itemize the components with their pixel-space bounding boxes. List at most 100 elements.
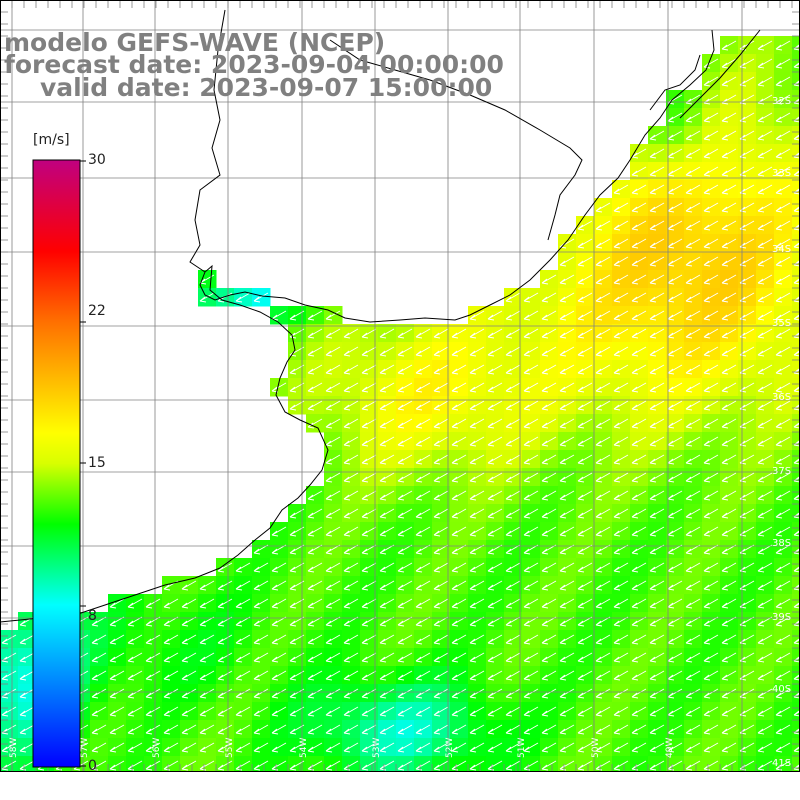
wind-arrow xyxy=(217,778,233,789)
wind-cell xyxy=(792,72,800,91)
wind-arrow xyxy=(595,508,611,519)
wind-arrow xyxy=(361,436,377,447)
wind-arrow xyxy=(595,436,611,447)
wind-arrow xyxy=(523,418,539,429)
wind-arrow xyxy=(379,436,395,447)
wind-arrow xyxy=(397,382,413,393)
wind-arrow xyxy=(433,418,449,429)
wind-arrow xyxy=(253,634,269,645)
wind-arrow xyxy=(451,508,467,519)
wind-arrow xyxy=(415,688,431,699)
wind-arrow xyxy=(379,418,395,429)
wind-arrow xyxy=(685,184,701,195)
wind-arrow xyxy=(757,454,773,465)
wind-arrow xyxy=(379,382,395,393)
wind-arrow xyxy=(253,742,269,753)
wind-arrow xyxy=(451,526,467,537)
wind-arrow xyxy=(271,652,287,663)
wind-arrow xyxy=(451,490,467,501)
wind-arrow xyxy=(109,634,125,645)
wind-cell xyxy=(792,756,800,772)
wind-arrow xyxy=(613,526,629,537)
wind-arrow xyxy=(307,400,323,411)
wind-arrow xyxy=(271,706,287,717)
wind-arrow xyxy=(397,526,413,537)
wind-arrow xyxy=(469,724,485,735)
wind-arrow xyxy=(541,580,557,591)
wind-arrow xyxy=(541,364,557,375)
wind-arrow xyxy=(703,742,719,753)
wind-arrow xyxy=(487,436,503,447)
wind-arrow xyxy=(487,400,503,411)
wind-arrow xyxy=(451,364,467,375)
wind-arrow xyxy=(523,634,539,645)
wind-arrow xyxy=(595,688,611,699)
wind-arrow xyxy=(325,382,341,393)
wind-arrow xyxy=(343,508,359,519)
wind-arrow xyxy=(19,742,35,753)
longitude-label: 56W xyxy=(152,738,162,758)
wind-arrow xyxy=(451,454,467,465)
latitude-label: 34S xyxy=(772,244,791,255)
wind-arrow xyxy=(775,598,791,609)
wind-arrow xyxy=(577,400,593,411)
wind-arrow xyxy=(505,526,521,537)
wind-arrow xyxy=(379,472,395,483)
wind-arrow xyxy=(19,688,35,699)
wind-arrow xyxy=(523,598,539,609)
wind-arrow xyxy=(613,688,629,699)
wind-arrow xyxy=(703,220,719,231)
wind-arrow xyxy=(685,112,701,123)
wind-arrow xyxy=(91,724,107,735)
wind-arrow xyxy=(253,580,269,591)
wind-arrow xyxy=(343,472,359,483)
wind-arrow xyxy=(433,382,449,393)
wind-arrow xyxy=(487,364,503,375)
wind-arrow xyxy=(631,454,647,465)
wind-arrow xyxy=(361,400,377,411)
wind-cell xyxy=(792,666,800,685)
wind-arrow xyxy=(253,706,269,717)
wind-arrow xyxy=(541,418,557,429)
wind-arrow xyxy=(523,436,539,447)
wind-arrow xyxy=(361,472,377,483)
wind-arrow xyxy=(109,724,125,735)
wind-cell xyxy=(792,270,800,289)
wind-arrow xyxy=(397,688,413,699)
wind-cell xyxy=(792,252,800,271)
wind-arrow xyxy=(325,760,341,771)
wind-arrow xyxy=(577,310,593,321)
wind-arrow xyxy=(613,778,629,789)
wind-arrow xyxy=(343,724,359,735)
wind-arrow xyxy=(775,688,791,699)
wind-arrow xyxy=(343,454,359,465)
wind-arrow xyxy=(595,778,611,789)
wind-arrow xyxy=(703,436,719,447)
wind-arrow xyxy=(469,364,485,375)
wind-arrow xyxy=(199,778,215,789)
wind-arrow xyxy=(505,382,521,393)
wind-arrow xyxy=(721,292,737,303)
wind-arrow xyxy=(685,634,701,645)
wind-arrow xyxy=(559,526,575,537)
wind-arrow xyxy=(559,634,575,645)
wind-arrow xyxy=(703,382,719,393)
wind-arrow xyxy=(721,454,737,465)
wind-arrow xyxy=(649,184,665,195)
wind-arrow xyxy=(703,400,719,411)
wind-arrow xyxy=(307,724,323,735)
wind-arrow xyxy=(523,400,539,411)
wind-arrow xyxy=(541,652,557,663)
wind-arrow xyxy=(379,508,395,519)
wind-arrow xyxy=(649,436,665,447)
wind-arrow xyxy=(523,382,539,393)
wind-arrow xyxy=(577,418,593,429)
wind-arrow xyxy=(577,670,593,681)
wind-arrow xyxy=(721,598,737,609)
wind-arrow xyxy=(343,688,359,699)
wind-arrow xyxy=(703,418,719,429)
wind-cell xyxy=(792,612,800,631)
wind-arrow xyxy=(613,256,629,267)
wind-arrow xyxy=(757,148,773,159)
wind-arrow xyxy=(721,706,737,717)
